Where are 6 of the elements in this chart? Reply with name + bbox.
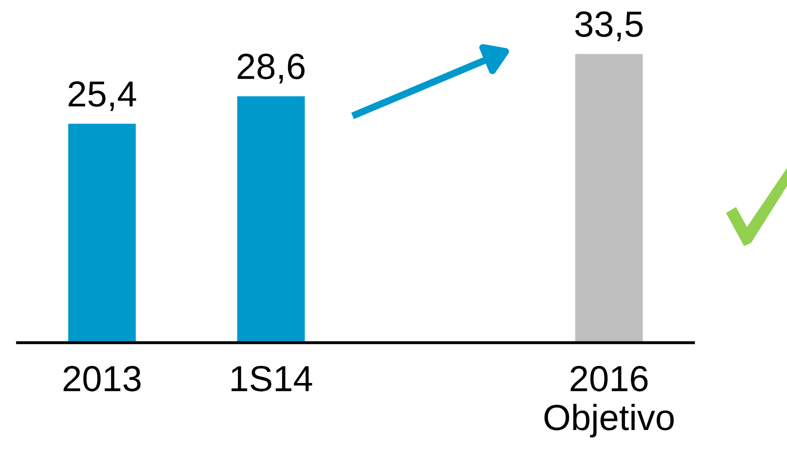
data-label: 33,5 xyxy=(575,11,643,42)
data-label: 25,4 xyxy=(68,81,136,112)
x-tick-label: 1S14 xyxy=(232,366,312,392)
x-tick-label: 2016 Objetivo xyxy=(544,366,674,438)
data-label: 28,6 xyxy=(238,54,305,84)
x-tick-label: 2013 xyxy=(64,366,141,392)
